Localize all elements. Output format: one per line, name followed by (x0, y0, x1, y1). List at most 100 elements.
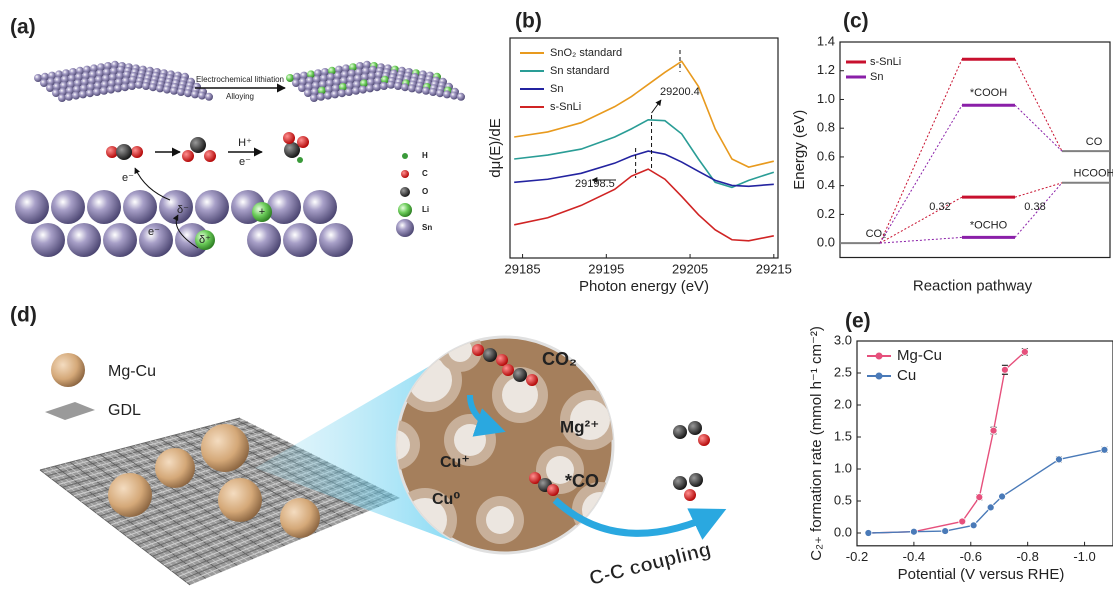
cu-domain (397, 420, 420, 470)
legend-label: Sn standard (550, 65, 609, 77)
zoom-label: *CO (565, 471, 599, 491)
panel-label: (c) (843, 10, 869, 33)
sn-atom (198, 91, 206, 100)
sn-atom (429, 88, 437, 96)
sn-atom (306, 76, 314, 85)
sn-atom (401, 83, 409, 92)
sn-atom (87, 83, 95, 91)
panel-label: (e) (845, 310, 871, 333)
sn-atom (348, 69, 356, 78)
sn-atom (356, 62, 364, 70)
atom (106, 146, 118, 158)
atom (496, 354, 508, 366)
charge: δ⁻ (177, 204, 189, 216)
x-tick-label: -0.4 (903, 549, 925, 564)
li-atom (328, 66, 336, 75)
sn-atom (362, 67, 370, 75)
atom (673, 425, 687, 439)
connector (1014, 59, 1063, 152)
sn-atom (355, 68, 363, 77)
atom (684, 489, 696, 501)
mg-cu-particle (155, 448, 195, 488)
y-tick-label: 0.5 (834, 492, 852, 507)
legend-swatch (396, 219, 414, 237)
sn-atom (80, 84, 88, 93)
atom (688, 421, 702, 435)
sn-atom (93, 88, 101, 96)
sn-atom (69, 68, 77, 76)
series-line (514, 119, 775, 189)
sn-atom (325, 85, 333, 94)
y-tick-label: 1.0 (817, 91, 835, 106)
sn-atom (95, 75, 103, 84)
sn-atom (82, 71, 90, 80)
atom (668, 420, 676, 428)
sn-atom (97, 63, 105, 72)
sn-atom (128, 82, 136, 90)
sn-atom (60, 81, 68, 90)
atom (673, 476, 687, 490)
sn-atom (74, 79, 82, 88)
cu-domain (502, 377, 538, 413)
sn-atom (81, 78, 89, 86)
marker (986, 503, 995, 512)
sn-atom (58, 94, 66, 102)
sn-atom (443, 90, 451, 99)
sn-atom (324, 91, 332, 100)
sn-atom (139, 223, 173, 257)
legend-label: Mg-Cu (108, 363, 156, 380)
marker (1020, 347, 1029, 356)
sn-atom (422, 86, 430, 95)
sn-atom (31, 223, 65, 257)
atom (502, 364, 514, 376)
sn-atom (340, 76, 348, 85)
legend-label: Li (422, 205, 429, 214)
sn-atom (103, 68, 111, 77)
y-tick-label: 1.5 (834, 428, 852, 443)
marker (909, 527, 918, 536)
x-axis-label: Photon energy (eV) (579, 278, 709, 295)
sn-atom (86, 89, 94, 98)
legend-label: O (422, 187, 428, 196)
legend-label: s-SnLi (550, 101, 581, 113)
y-tick-label: 0.0 (817, 235, 835, 250)
x-tick-label: -1.0 (1073, 549, 1095, 564)
y-axis-label: dμ(E)/dE (487, 118, 504, 178)
sn-atom (123, 70, 131, 79)
marker (958, 517, 967, 526)
sn-atom (347, 75, 355, 84)
atom (702, 468, 710, 476)
sn-atom (457, 92, 465, 101)
li-atom (307, 70, 315, 79)
sn-atom (363, 60, 371, 69)
annotation: 29198.5 (575, 178, 615, 190)
sn-atom (314, 69, 322, 78)
x-tick-label: -0.6 (960, 549, 982, 564)
sn-atom (312, 81, 320, 90)
sn-atom (48, 71, 56, 80)
sn-atom (59, 87, 67, 96)
li-atom (195, 230, 215, 250)
zoom-label: Cu⁰ (432, 491, 460, 508)
atom (547, 484, 559, 496)
sn-atom (319, 223, 353, 257)
connector (879, 236, 963, 244)
sn-atom (335, 65, 343, 74)
sn-atom (41, 72, 49, 81)
cu-domain (486, 506, 514, 534)
sn-atom (62, 69, 70, 78)
legend-label: SnO₂ standard (550, 47, 622, 59)
sn-atom (345, 88, 353, 96)
zoom-label: Mg²⁺ (560, 417, 599, 436)
y-tick-label: 3.0 (834, 332, 852, 347)
legend-label: C (422, 169, 428, 178)
sn-atom (75, 73, 83, 81)
atom (284, 142, 300, 158)
sn-atom (46, 84, 54, 92)
cu-domain (397, 430, 410, 460)
sn-atom (108, 79, 116, 88)
sn-atom (313, 75, 321, 84)
sn-atom (394, 82, 402, 90)
marker (1055, 455, 1063, 464)
